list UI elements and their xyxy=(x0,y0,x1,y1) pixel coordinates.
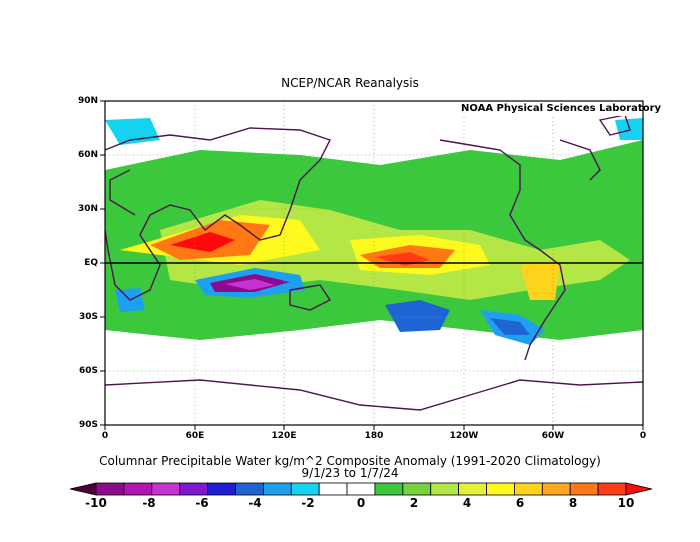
colorbar-swatch xyxy=(151,482,181,496)
colorbar-swatch xyxy=(235,482,264,496)
colorbar-swatch xyxy=(430,482,460,496)
colorbar-label: -6 xyxy=(195,496,209,510)
graticule xyxy=(105,101,643,425)
chart-title: NCEP/NCAR Reanalysis xyxy=(281,76,419,90)
lat-label: 30S xyxy=(78,312,98,322)
colorbar-label: -8 xyxy=(142,496,156,510)
colorbar-swatch xyxy=(318,482,348,496)
colorbar-swatch xyxy=(514,482,543,496)
date-range: 9/1/23 to 1/7/24 xyxy=(301,466,399,480)
lon-label: 120W xyxy=(449,431,479,441)
colorbar-swatch xyxy=(458,482,487,496)
lat-label: 90S xyxy=(78,420,98,430)
colorbar-label: -10 xyxy=(85,496,107,510)
colorbar-swatch xyxy=(486,482,515,496)
colorbar-label: 2 xyxy=(409,496,419,510)
colorbar-swatch xyxy=(69,482,97,496)
colorbar-swatch xyxy=(346,482,376,496)
colorbar-swatch xyxy=(95,482,125,496)
colorbar-swatch xyxy=(123,482,153,496)
lat-label: 60S xyxy=(78,366,98,376)
coastlines xyxy=(105,114,643,411)
colorbar-label: -4 xyxy=(248,496,262,510)
colorbar-label: 6 xyxy=(515,496,525,510)
colorbar-swatch xyxy=(402,482,432,496)
colorbar-swatch xyxy=(569,482,599,496)
credit-label: NOAA Physical Sciences Laboratory xyxy=(461,103,662,114)
lat-label: 30N xyxy=(77,204,98,214)
colorbar xyxy=(69,482,653,496)
credit-bg xyxy=(458,103,640,116)
lon-label: 60E xyxy=(185,431,205,441)
anomaly-field xyxy=(105,118,643,345)
colorbar-label: 4 xyxy=(462,496,472,510)
axis-ticks xyxy=(100,100,644,430)
lon-label: 0 xyxy=(639,431,647,441)
lat-label: EQ xyxy=(84,258,98,268)
colorbar-swatch xyxy=(374,482,404,496)
colorbar-label: -2 xyxy=(301,496,315,510)
lat-label: 90N xyxy=(77,96,98,106)
colorbar-swatch xyxy=(179,482,208,496)
lat-label: 60N xyxy=(77,150,98,160)
colorbar-swatch xyxy=(262,482,292,496)
lon-label: 180 xyxy=(364,431,384,441)
lon-label: 0 xyxy=(101,431,109,441)
lon-label: 120E xyxy=(271,431,297,441)
colorbar-swatch xyxy=(290,482,320,496)
colorbar-swatch xyxy=(625,482,653,496)
colorbar-label: 0 xyxy=(356,496,366,510)
variable-description: Columnar Precipitable Water kg/m^2 Compo… xyxy=(99,454,601,468)
colorbar-label: 10 xyxy=(617,496,635,510)
lon-label: 60W xyxy=(541,431,565,441)
colorbar-swatch xyxy=(541,482,571,496)
colorbar-swatch xyxy=(597,482,627,496)
colorbar-swatch xyxy=(207,482,236,496)
colorbar-label: 8 xyxy=(568,496,578,510)
